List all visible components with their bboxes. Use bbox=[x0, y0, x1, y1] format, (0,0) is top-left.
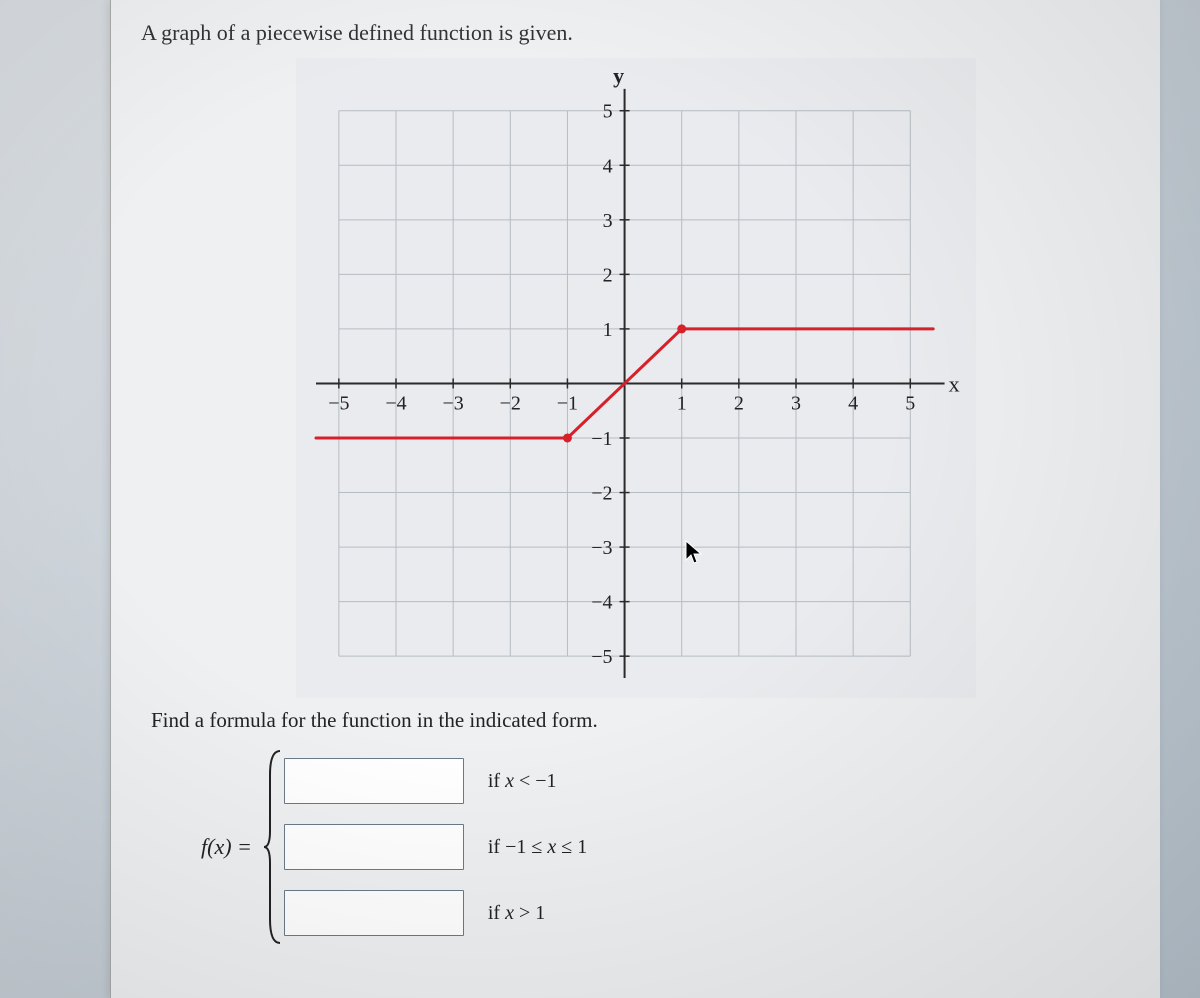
svg-text:4: 4 bbox=[602, 155, 612, 177]
svg-text:1: 1 bbox=[602, 319, 612, 341]
svg-text:−5: −5 bbox=[328, 392, 349, 414]
svg-text:−1: −1 bbox=[591, 428, 612, 450]
svg-text:−2: −2 bbox=[499, 392, 520, 414]
answer-input-1[interactable] bbox=[284, 758, 464, 804]
piecewise-chart: −5 −4 −3 −2 −1 1 2 3 4 5 5 4 3 2 1 −1 −2 −3 −4 −5 x y bbox=[296, 58, 976, 698]
svg-text:−2: −2 bbox=[591, 483, 612, 505]
answer-input-3[interactable] bbox=[284, 890, 464, 936]
svg-text:5: 5 bbox=[602, 101, 612, 123]
condition-1: if x < −1 bbox=[488, 770, 557, 793]
prompt-bottom-text: Find a formula for the function in the i… bbox=[151, 708, 1130, 733]
svg-text:−3: −3 bbox=[591, 537, 612, 559]
content-pane: A graph of a piecewise defined function … bbox=[110, 0, 1160, 998]
condition-2: if −1 ≤ x ≤ 1 bbox=[488, 836, 587, 859]
svg-text:−3: −3 bbox=[442, 392, 463, 414]
svg-text:x: x bbox=[948, 371, 959, 396]
svg-text:5: 5 bbox=[905, 392, 915, 414]
piecewise-row-3: if x > 1 bbox=[284, 890, 587, 936]
svg-text:4: 4 bbox=[848, 392, 858, 414]
piecewise-definition: f(x) = if x < −1 if −1 ≤ x ≤ 1 bbox=[201, 747, 1130, 947]
svg-text:1: 1 bbox=[676, 392, 686, 414]
svg-text:−4: −4 bbox=[591, 592, 612, 614]
piecewise-brace bbox=[262, 747, 284, 947]
answer-input-2[interactable] bbox=[284, 824, 464, 870]
condition-3: if x > 1 bbox=[488, 902, 545, 925]
svg-text:−5: −5 bbox=[591, 646, 612, 668]
svg-text:2: 2 bbox=[602, 264, 612, 286]
svg-text:3: 3 bbox=[602, 210, 612, 232]
svg-text:−4: −4 bbox=[385, 392, 406, 414]
piecewise-row-1: if x < −1 bbox=[284, 758, 587, 804]
svg-text:2: 2 bbox=[733, 392, 743, 414]
svg-text:3: 3 bbox=[791, 392, 801, 414]
svg-text:y: y bbox=[613, 63, 624, 88]
prompt-top-text: A graph of a piecewise defined function … bbox=[141, 20, 1130, 46]
fx-label: f(x) = bbox=[201, 834, 252, 860]
chart-container: −5 −4 −3 −2 −1 1 2 3 4 5 5 4 3 2 1 −1 −2 −3 −4 −5 x y bbox=[141, 58, 1130, 698]
svg-text:−1: −1 bbox=[556, 392, 577, 414]
piecewise-rows: if x < −1 if −1 ≤ x ≤ 1 if x > 1 bbox=[284, 758, 587, 936]
piecewise-row-2: if −1 ≤ x ≤ 1 bbox=[284, 824, 587, 870]
